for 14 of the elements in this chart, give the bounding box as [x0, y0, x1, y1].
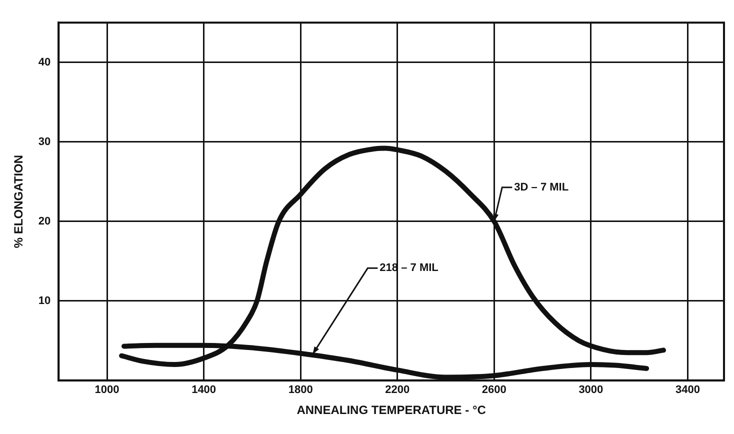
x-tick-label: 1000 [94, 384, 120, 396]
x-tick-label: 2600 [482, 384, 506, 396]
x-tick-label: 3400 [675, 384, 700, 396]
y-tick-label: 30 [38, 136, 51, 148]
x-axis-title: ANNEALING TEMPERATURE - °C [296, 403, 486, 418]
y-tick-label: 20 [38, 215, 51, 228]
y-tick-label: 40 [38, 56, 51, 68]
annotation: 3D – 7 MIL [514, 181, 569, 194]
x-tick-label: 1400 [192, 384, 216, 396]
x-tick-label: 3000 [578, 384, 604, 396]
y-axis-title: % ELONGATION [12, 154, 26, 248]
x-tick-label: 1800 [288, 384, 313, 396]
y-tick-label: 10 [38, 294, 51, 307]
x-tick-label: 2200 [385, 384, 410, 396]
